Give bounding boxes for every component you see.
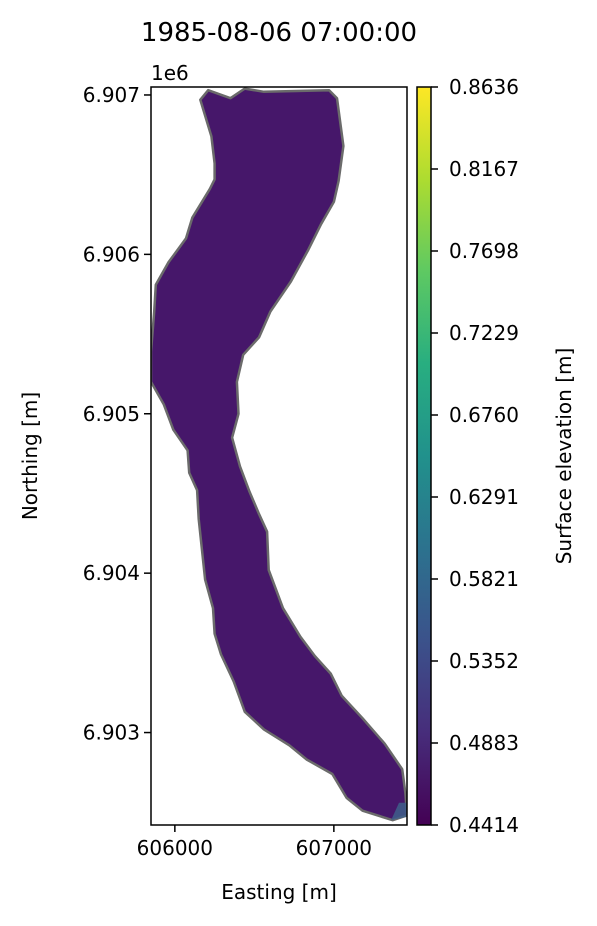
colorbar-label: Surface elevation [m] (552, 348, 576, 565)
y-tick-label: 6.903 (83, 721, 140, 745)
colorbar-tick-label: 0.8167 (449, 157, 519, 181)
x-axis-label: Easting [m] (221, 880, 337, 904)
y-axis-label: Northing [m] (18, 392, 42, 520)
colorbar-tick-label: 0.4883 (449, 731, 519, 755)
x-tick-label: 607000 (296, 836, 372, 860)
colorbar-tick-label: 0.7229 (449, 321, 519, 345)
colorbar: 0.4414 0.4883 0.5352 0.5821 0.6291 0.6760 0.72… (416, 75, 576, 837)
colorbar-tick-label: 0.5821 (449, 567, 519, 591)
chart-title: 1985-08-06 07:00:00 (141, 18, 417, 48)
y-tick-label: 6.907 (83, 83, 140, 107)
y-axis: 6.903 6.904 6.905 6.906 6.907 (83, 83, 151, 745)
colorbar-tick-label: 0.5352 (449, 649, 519, 673)
y-tick-label: 6.904 (83, 561, 140, 585)
colorbar-gradient (416, 86, 432, 826)
x-axis: 606000 607000 (137, 825, 372, 860)
outlet-patch (391, 802, 407, 821)
y-tick-label: 6.906 (83, 242, 140, 266)
plot-area (150, 86, 408, 826)
colorbar-tick-label: 0.4414 (449, 813, 519, 837)
colorbar-ticks: 0.4414 0.4883 0.5352 0.5821 0.6291 0.6760 0.72… (431, 75, 519, 837)
colorbar-tick-label: 0.6760 (449, 403, 519, 427)
y-offset-label: 1e6 (151, 61, 189, 85)
plot-frame (150, 86, 408, 826)
x-tick-label: 606000 (137, 836, 213, 860)
colorbar-tick-label: 0.8636 (449, 75, 519, 99)
colorbar-tick-label: 0.6291 (449, 485, 519, 509)
colorbar-tick-label: 0.7698 (449, 239, 519, 263)
y-tick-label: 6.905 (83, 402, 140, 426)
